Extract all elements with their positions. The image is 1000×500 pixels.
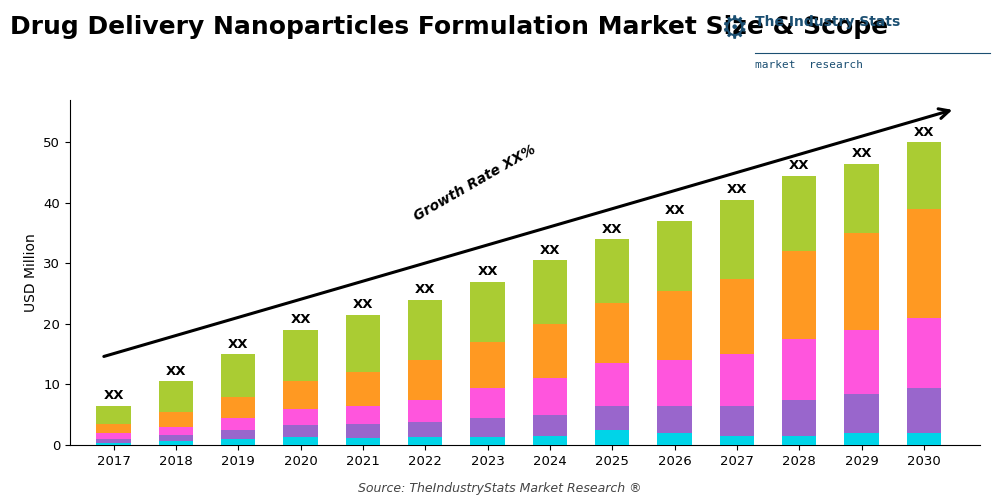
Bar	[533, 324, 567, 378]
Bar	[408, 400, 442, 422]
Bar	[595, 406, 629, 430]
Bar	[470, 418, 505, 436]
Bar	[844, 233, 879, 330]
Text: XX: XX	[415, 283, 436, 296]
Bar	[533, 260, 567, 324]
Bar	[470, 436, 505, 445]
Bar	[657, 221, 692, 290]
Bar	[159, 442, 193, 445]
Bar	[844, 330, 879, 394]
Bar	[720, 200, 754, 278]
Text: XX: XX	[477, 265, 498, 278]
Bar	[533, 436, 567, 445]
Bar	[159, 412, 193, 427]
Bar	[346, 406, 380, 424]
Bar	[595, 364, 629, 406]
Text: XX: XX	[789, 159, 809, 172]
Bar	[720, 354, 754, 406]
Text: Drug Delivery Nanoparticles Formulation Market Size & Scope: Drug Delivery Nanoparticles Formulation …	[10, 15, 888, 39]
Text: XX: XX	[664, 204, 685, 218]
Bar	[720, 436, 754, 445]
Bar	[782, 400, 816, 436]
Bar	[96, 406, 131, 424]
Bar	[221, 439, 255, 445]
Text: XX: XX	[228, 338, 249, 350]
Bar	[782, 436, 816, 445]
Bar	[470, 282, 505, 342]
Bar	[96, 442, 131, 445]
Bar	[221, 396, 255, 418]
Bar	[595, 430, 629, 445]
Bar	[907, 388, 941, 433]
Bar	[221, 354, 255, 397]
Bar	[96, 439, 131, 442]
Bar	[844, 394, 879, 433]
Bar	[533, 378, 567, 414]
Bar	[159, 427, 193, 436]
Bar	[283, 425, 318, 437]
Bar	[96, 433, 131, 439]
Bar	[595, 303, 629, 364]
Text: XX: XX	[914, 126, 934, 138]
Bar	[346, 424, 380, 438]
Bar	[159, 382, 193, 412]
Text: The Industry Stats: The Industry Stats	[755, 15, 900, 29]
Bar	[907, 209, 941, 318]
Bar	[907, 142, 941, 209]
Text: XX: XX	[103, 389, 124, 402]
Text: XX: XX	[727, 183, 747, 196]
Bar	[720, 406, 754, 436]
Text: Source: TheIndustryStats Market Research ®: Source: TheIndustryStats Market Research…	[358, 482, 642, 495]
Bar	[283, 330, 318, 382]
Text: XX: XX	[166, 365, 186, 378]
Bar	[470, 388, 505, 418]
Bar	[595, 239, 629, 303]
Text: XX: XX	[290, 314, 311, 326]
Bar	[346, 315, 380, 372]
Bar	[657, 360, 692, 406]
Bar	[346, 372, 380, 406]
Bar	[657, 406, 692, 433]
Text: Growth Rate XX%: Growth Rate XX%	[412, 143, 539, 224]
Bar	[782, 339, 816, 400]
Text: market  research: market research	[755, 60, 863, 70]
Bar	[720, 278, 754, 354]
Bar	[844, 433, 879, 445]
Bar	[408, 300, 442, 360]
Bar	[346, 438, 380, 445]
Bar	[657, 433, 692, 445]
Bar	[533, 414, 567, 436]
Bar	[408, 437, 442, 445]
Bar	[782, 252, 816, 339]
Bar	[408, 360, 442, 400]
Bar	[657, 290, 692, 360]
Bar	[907, 318, 941, 388]
Y-axis label: USD Million: USD Million	[24, 233, 38, 312]
Bar	[221, 430, 255, 439]
Text: ⚙: ⚙	[720, 15, 747, 44]
Bar	[907, 433, 941, 445]
Bar	[782, 176, 816, 252]
Bar	[283, 408, 318, 425]
Bar	[159, 436, 193, 442]
Text: XX: XX	[851, 147, 872, 160]
Bar	[408, 422, 442, 437]
Bar	[470, 342, 505, 388]
Bar	[221, 418, 255, 430]
Text: XX: XX	[353, 298, 373, 311]
Bar	[283, 437, 318, 445]
Bar	[844, 164, 879, 233]
Bar	[283, 382, 318, 408]
Text: XX: XX	[540, 244, 560, 257]
Text: XX: XX	[602, 222, 623, 235]
Bar	[96, 424, 131, 433]
